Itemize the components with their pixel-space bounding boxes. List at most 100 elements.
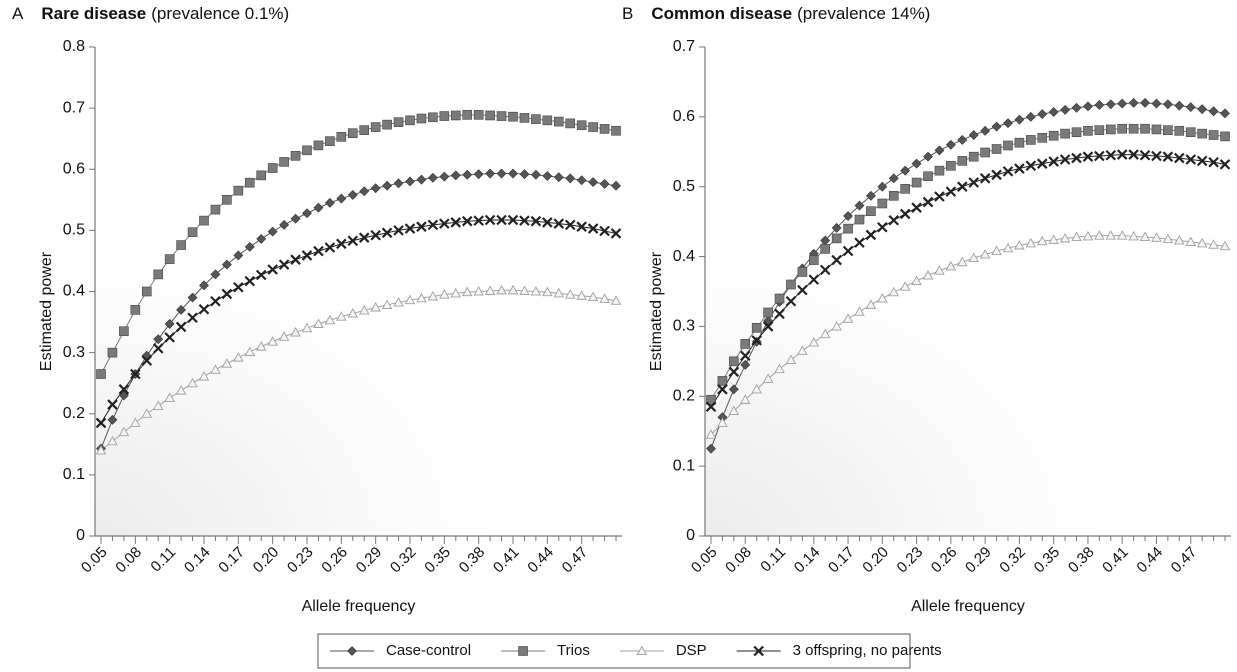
marker — [899, 208, 911, 220]
marker — [1208, 130, 1219, 140]
marker — [153, 334, 164, 345]
marker — [325, 136, 335, 146]
marker — [1048, 234, 1059, 244]
marker — [404, 223, 416, 234]
marker — [706, 394, 716, 405]
marker — [324, 314, 336, 325]
marker — [588, 122, 598, 132]
marker — [900, 184, 910, 194]
marker — [279, 219, 290, 230]
marker — [290, 213, 301, 224]
marker — [222, 195, 232, 205]
marker — [1116, 230, 1128, 240]
y-tick-label: 0.2 — [63, 405, 85, 422]
marker — [1220, 131, 1230, 142]
marker — [1014, 137, 1025, 148]
marker — [347, 646, 357, 656]
marker — [381, 227, 393, 239]
y-tick-label: 0 — [686, 527, 695, 544]
marker — [1059, 232, 1071, 243]
marker — [187, 227, 198, 238]
marker — [785, 354, 797, 365]
marker — [1037, 133, 1048, 143]
marker — [496, 284, 507, 295]
marker — [979, 173, 991, 184]
marker — [888, 190, 899, 201]
marker — [1128, 149, 1139, 160]
x-tick-label: 0.47 — [559, 544, 592, 577]
x-tick-label: 0.26 — [318, 544, 351, 577]
y-tick-label: 0.6 — [63, 160, 85, 177]
marker — [968, 151, 979, 162]
marker — [427, 172, 438, 183]
marker — [979, 249, 991, 259]
marker — [381, 299, 393, 309]
series-line — [710, 154, 1226, 408]
marker — [1082, 151, 1094, 162]
marker — [1196, 155, 1208, 167]
marker — [1162, 233, 1174, 244]
marker — [1036, 235, 1048, 246]
x-tick-label: 0.32 — [387, 544, 420, 577]
marker — [1071, 102, 1082, 113]
marker — [1060, 128, 1070, 139]
marker — [302, 208, 312, 219]
marker — [1048, 130, 1059, 141]
marker — [485, 168, 496, 179]
x-tick-label: 0.41 — [1099, 544, 1132, 577]
marker — [255, 269, 267, 281]
x-tick-label: 0.29 — [962, 544, 995, 577]
x-tick-label: 0.23 — [284, 544, 317, 577]
x-tick-label: 0.20 — [859, 544, 892, 577]
marker — [808, 274, 820, 285]
x-tick-label: 0.23 — [894, 544, 927, 577]
legend-label: Trios — [557, 642, 590, 659]
y-tick-label: 0.6 — [673, 108, 695, 125]
marker — [427, 290, 439, 301]
marker — [450, 287, 462, 298]
marker — [267, 264, 278, 275]
marker — [118, 384, 130, 395]
marker — [1116, 149, 1128, 160]
marker — [1151, 124, 1162, 135]
marker — [900, 165, 911, 176]
marker — [991, 245, 1002, 256]
x-axis-label: Allele frequency — [911, 598, 1025, 615]
marker — [427, 219, 439, 231]
marker — [1094, 125, 1105, 135]
marker — [358, 232, 370, 243]
marker — [1003, 118, 1013, 129]
marker — [404, 294, 416, 305]
marker — [945, 186, 957, 197]
marker — [519, 169, 530, 180]
marker — [278, 259, 290, 270]
marker — [473, 215, 484, 226]
marker — [336, 132, 347, 142]
marker — [210, 204, 221, 215]
marker — [439, 218, 450, 229]
marker — [1048, 156, 1059, 167]
marker — [450, 110, 461, 121]
marker — [1026, 135, 1036, 145]
marker — [95, 417, 107, 429]
marker — [336, 311, 347, 321]
marker — [530, 286, 542, 296]
panel-subtitle: (prevalence 14%) — [797, 4, 930, 23]
marker — [751, 323, 762, 333]
marker — [1196, 237, 1208, 248]
marker — [831, 223, 842, 233]
marker — [553, 287, 565, 298]
marker — [107, 399, 118, 410]
marker — [164, 332, 175, 343]
marker — [1185, 127, 1196, 138]
marker — [1002, 166, 1014, 177]
legend-label: 3 offspring, no parents — [793, 642, 942, 659]
series-line — [100, 289, 617, 451]
marker — [1128, 97, 1139, 108]
marker — [1048, 107, 1059, 117]
marker — [187, 312, 198, 324]
marker — [911, 177, 922, 188]
marker — [753, 645, 764, 657]
x-tick-label: 0.38 — [456, 544, 489, 577]
marker — [507, 214, 519, 226]
